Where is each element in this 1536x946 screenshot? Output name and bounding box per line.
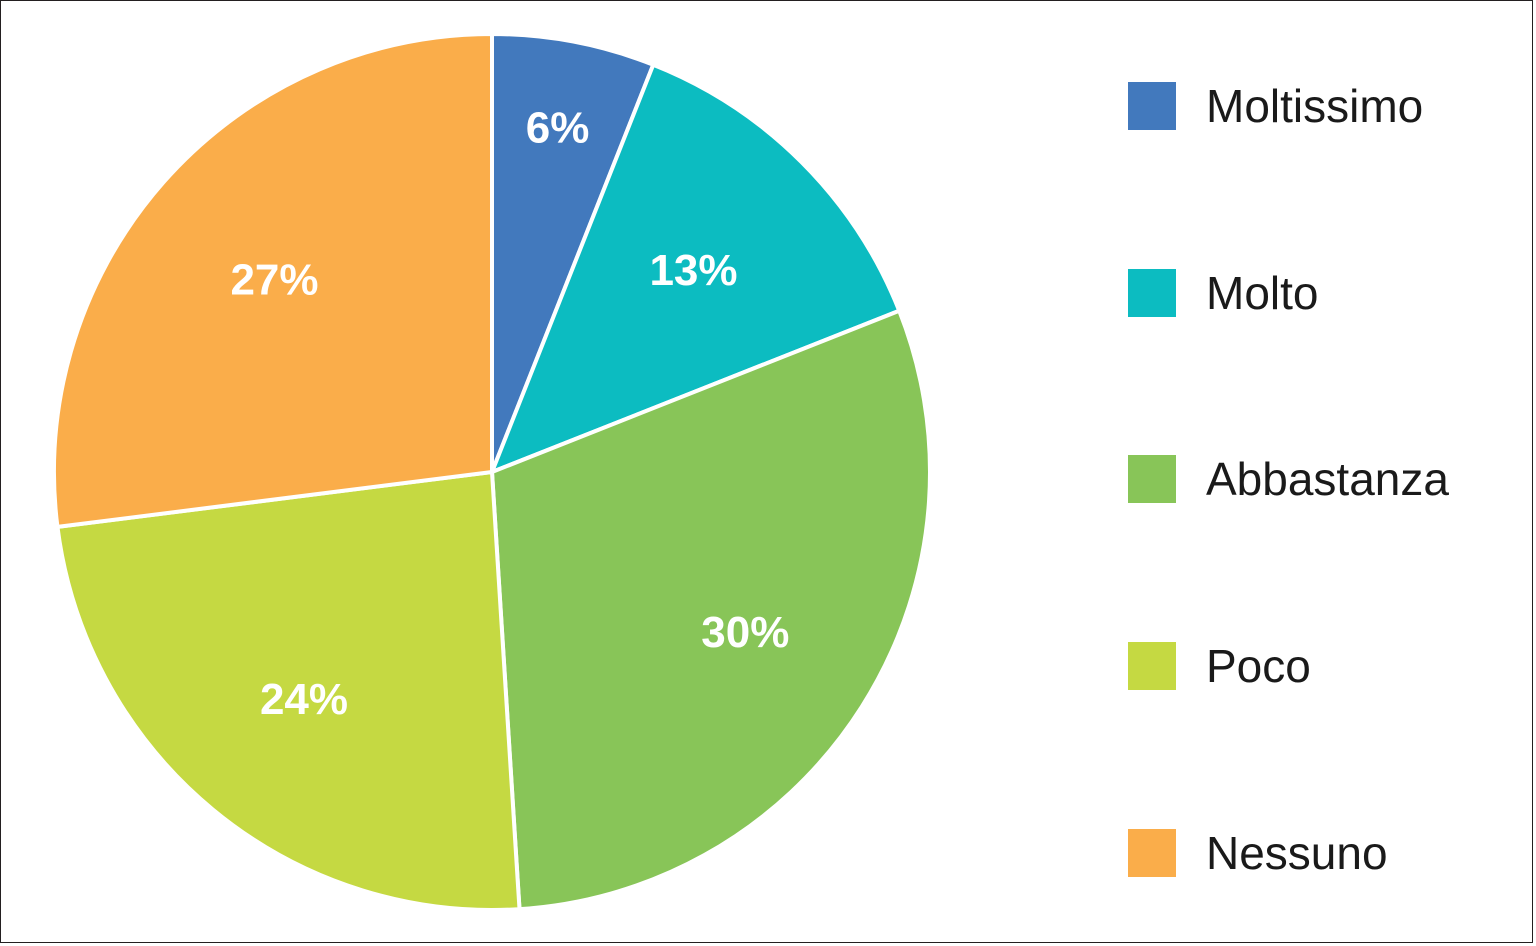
legend-label-molto: Molto — [1206, 267, 1319, 319]
pie-slice-abbastanza — [490, 308, 932, 912]
legend-label-nessuno: Nessuno — [1206, 827, 1388, 879]
legend-item-moltissimo: Moltissimo — [1128, 80, 1424, 132]
legend-swatch-molto — [1128, 269, 1176, 317]
pie-slices — [52, 32, 932, 912]
legend-item-abbastanza: Abbastanza — [1128, 453, 1449, 505]
pie-slice-moltissimo — [490, 32, 656, 474]
slice-label-nessuno: 27% — [230, 256, 318, 305]
legend-swatch-abbastanza — [1128, 455, 1176, 503]
legend-swatch-nessuno — [1128, 829, 1176, 877]
pie-slice-molto — [490, 62, 902, 474]
legend-label-abbastanza: Abbastanza — [1206, 453, 1449, 505]
slice-label-molto: 13% — [649, 246, 737, 295]
slice-label-moltissimo: 6% — [526, 104, 590, 153]
pie-slice-poco — [55, 470, 522, 912]
pie-slice-labels: 6% 13% 30% 24% 27% — [230, 104, 789, 724]
legend-item-poco: Poco — [1128, 640, 1311, 692]
legend-label-poco: Poco — [1206, 640, 1311, 692]
slice-label-abbastanza: 30% — [701, 608, 789, 657]
legend-item-molto: Molto — [1128, 267, 1319, 319]
slice-label-poco: 24% — [260, 675, 348, 724]
pie-slice-nessuno — [52, 32, 494, 529]
legend-swatch-poco — [1128, 642, 1176, 690]
legend-label-moltissimo: Moltissimo — [1206, 80, 1424, 132]
legend-item-nessuno: Nessuno — [1128, 827, 1388, 879]
legend-swatch-moltissimo — [1128, 82, 1176, 130]
